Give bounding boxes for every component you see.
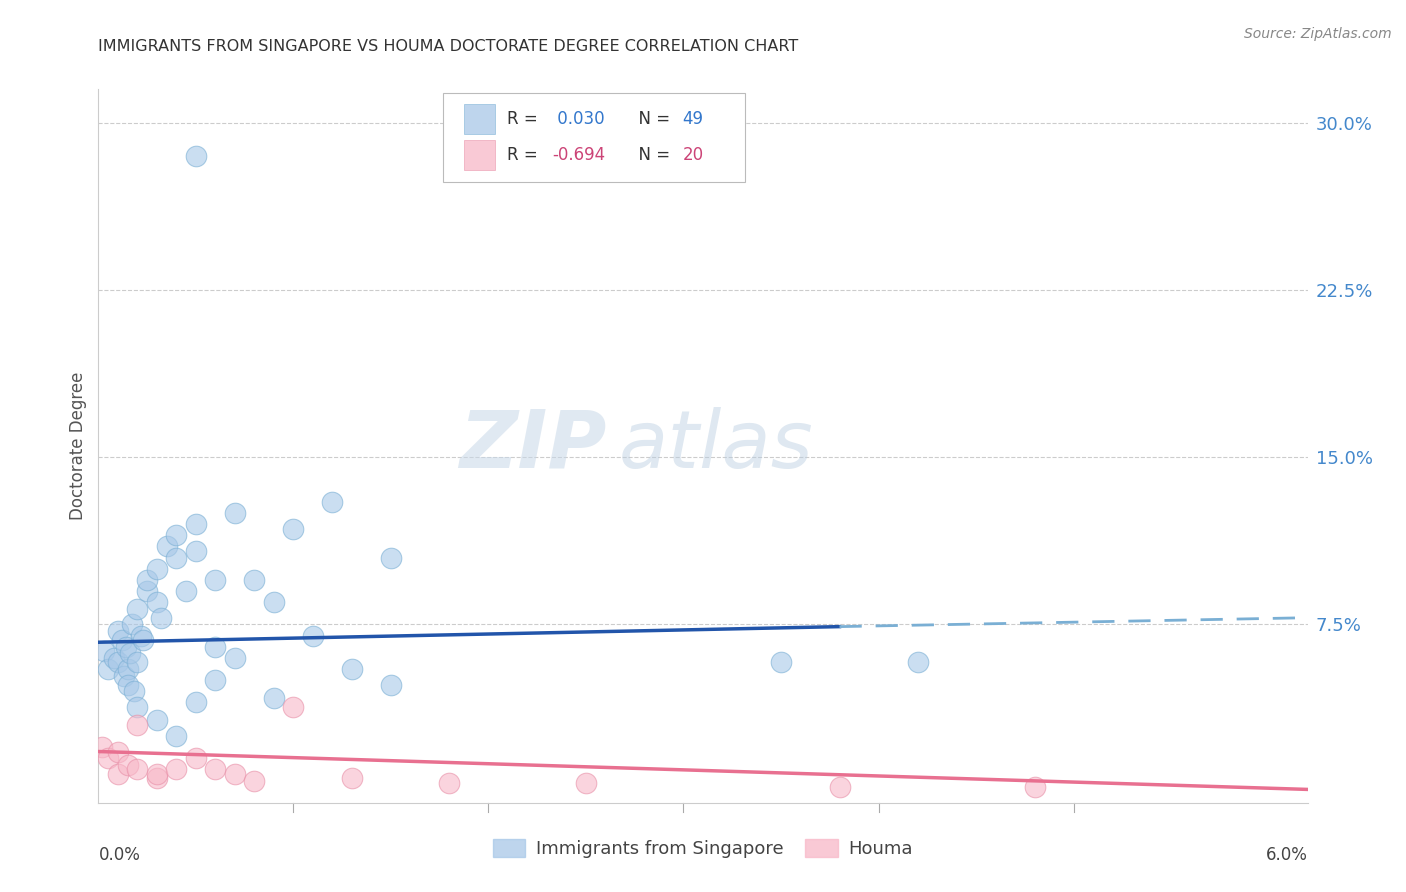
Point (204, 573, 226, 587)
Text: -0.694: -0.694 (551, 146, 605, 164)
Point (340, 662, 363, 676)
FancyBboxPatch shape (464, 104, 495, 134)
FancyBboxPatch shape (464, 140, 495, 169)
Point (165, 550, 187, 565)
Point (165, 729, 187, 743)
Point (93, 644, 115, 658)
Point (184, 543, 207, 558)
Point (111, 633, 134, 648)
Point (127, 717, 149, 731)
Point (117, 757, 139, 772)
Point (243, 773, 266, 788)
Point (224, 651, 246, 665)
Point (97, 662, 120, 676)
Point (165, 762, 187, 776)
Point (107, 766, 129, 781)
Point (117, 662, 139, 676)
Point (302, 628, 325, 642)
Point (204, 762, 226, 776)
Point (224, 506, 246, 520)
Point (132, 633, 155, 648)
Point (243, 573, 266, 587)
Point (204, 673, 226, 687)
Point (127, 601, 149, 615)
Point (146, 562, 169, 576)
Text: R =: R = (508, 146, 543, 164)
Point (165, 528, 187, 542)
Point (146, 766, 169, 781)
Point (380, 550, 402, 565)
Point (97, 751, 120, 765)
Text: N =: N = (628, 146, 675, 164)
Point (340, 771, 363, 786)
Text: ZIP: ZIP (458, 407, 606, 485)
Point (184, 751, 207, 765)
Point (146, 595, 169, 609)
Point (263, 690, 285, 705)
Point (174, 583, 197, 598)
Point (131, 628, 153, 642)
Point (828, 780, 851, 794)
Point (136, 583, 159, 598)
Text: 49: 49 (682, 111, 703, 128)
Point (118, 646, 141, 660)
Text: N =: N = (628, 111, 675, 128)
Point (114, 640, 136, 654)
Point (107, 744, 129, 758)
Point (184, 696, 207, 710)
Point (769, 655, 792, 669)
Point (184, 517, 207, 532)
Point (1024, 780, 1046, 794)
Point (136, 573, 159, 587)
Text: 0.0%: 0.0% (98, 846, 141, 863)
Point (127, 655, 149, 669)
Text: 6.0%: 6.0% (1265, 846, 1308, 863)
Point (127, 699, 149, 714)
Point (121, 617, 143, 632)
Text: 0.030: 0.030 (551, 111, 605, 128)
Text: atlas: atlas (619, 407, 813, 485)
Point (380, 678, 402, 692)
Point (439, 775, 461, 790)
Point (224, 766, 246, 781)
Y-axis label: Doctorate Degree: Doctorate Degree (69, 372, 87, 520)
Point (321, 494, 343, 508)
Point (127, 762, 149, 776)
Point (149, 610, 172, 624)
Point (146, 714, 169, 728)
Point (204, 640, 226, 654)
Point (283, 699, 305, 714)
Point (575, 775, 598, 790)
Point (117, 678, 139, 692)
Point (103, 651, 125, 665)
Point (107, 624, 129, 639)
Point (907, 655, 929, 669)
Point (112, 669, 135, 683)
Text: IMMIGRANTS FROM SINGAPORE VS HOUMA DOCTORATE DEGREE CORRELATION CHART: IMMIGRANTS FROM SINGAPORE VS HOUMA DOCTO… (98, 38, 799, 54)
Text: 20: 20 (682, 146, 703, 164)
Point (263, 595, 285, 609)
FancyBboxPatch shape (443, 93, 745, 182)
Text: R =: R = (508, 111, 543, 128)
Point (184, 149, 207, 163)
Point (283, 521, 305, 535)
Legend: Immigrants from Singapore, Houma: Immigrants from Singapore, Houma (485, 831, 921, 865)
Point (91, 740, 114, 755)
Point (107, 655, 129, 669)
Text: Source: ZipAtlas.com: Source: ZipAtlas.com (1244, 27, 1392, 41)
Point (122, 684, 145, 698)
Point (146, 771, 169, 786)
Point (156, 539, 179, 553)
